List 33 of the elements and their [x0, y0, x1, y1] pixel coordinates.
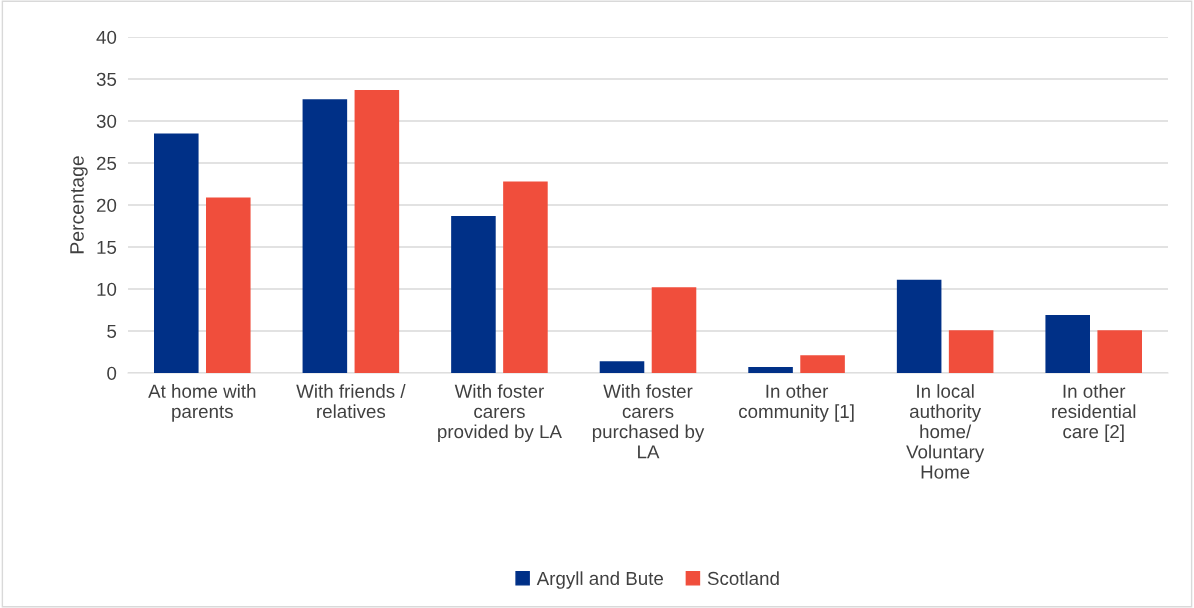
y-tick-label: 40 [96, 30, 117, 44]
x-tick-label: In other residential care [2] [1052, 384, 1136, 442]
x-tick-label: With foster carers purchased by LA [592, 384, 705, 459]
bar [948, 330, 994, 373]
y-tick-label: 30 [96, 114, 117, 128]
bar [599, 361, 645, 373]
bar [206, 197, 251, 373]
bar [800, 355, 845, 373]
y-tick-label: 5 [107, 324, 117, 338]
y-tick-label: 0 [107, 366, 117, 380]
bar [748, 367, 793, 373]
x-tick-label: In other community [1] [739, 384, 854, 422]
x-tick-label: At home with parents [148, 384, 256, 422]
bar [354, 89, 400, 373]
y-tick-label: 10 [97, 282, 117, 296]
bar [302, 99, 348, 373]
x-tick-label: With friends / relatives [296, 384, 406, 419]
bar [651, 287, 697, 373]
y-tick-label: 20 [96, 198, 117, 212]
bar [451, 215, 496, 373]
legend-label: Scotland [707, 571, 779, 586]
x-tick-label: With foster carers provided by LA [438, 384, 562, 442]
y-axis-title: Percentage [70, 156, 88, 254]
y-tick-label: 25 [96, 156, 117, 170]
y-tick-label: 15 [97, 240, 117, 254]
y-tick-label: 35 [96, 72, 117, 86]
bar [1045, 315, 1090, 373]
bar [154, 133, 199, 373]
bar [503, 181, 548, 373]
bar [1097, 330, 1142, 373]
legend-label: Argyll and Bute [536, 571, 664, 589]
x-tick-label: In local authority home/ Voluntary Home [906, 384, 985, 479]
bar [896, 279, 942, 373]
